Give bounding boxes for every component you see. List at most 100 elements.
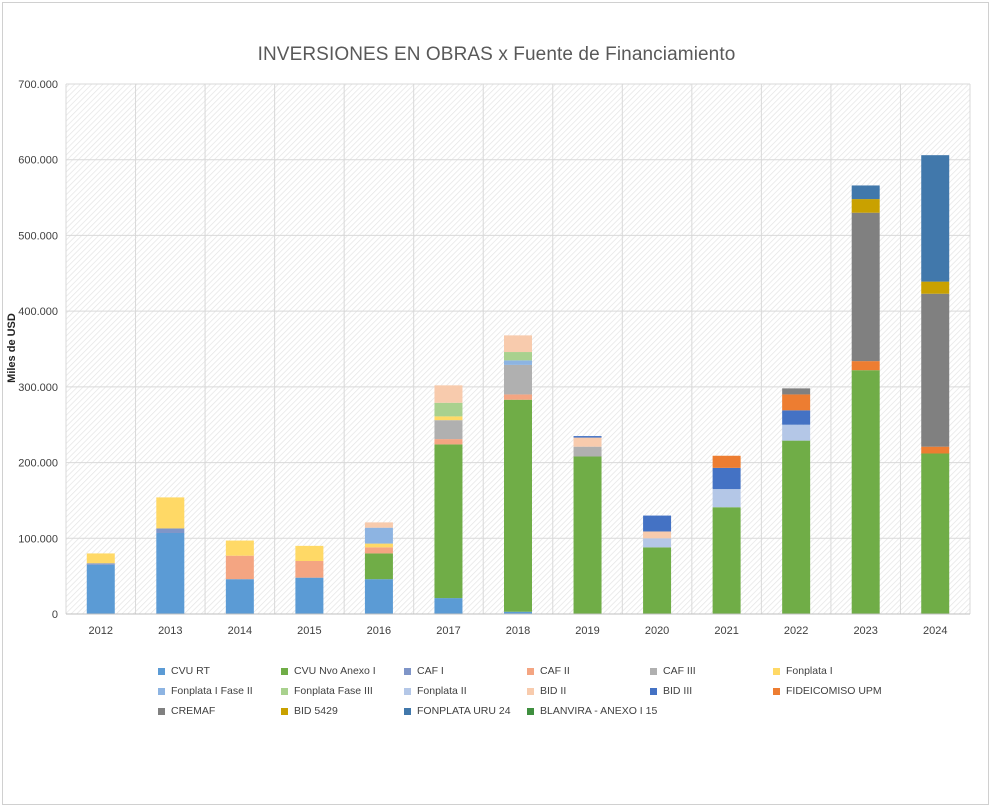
x-tick-label: 2014 bbox=[228, 625, 252, 637]
y-tick-label: 200.000 bbox=[18, 458, 58, 470]
legend-item: CAF II bbox=[527, 664, 650, 678]
bar-segment bbox=[504, 399, 532, 612]
bars bbox=[86, 155, 950, 614]
bar-segment bbox=[225, 579, 254, 614]
legend-label: FONPLATA URU 24 bbox=[417, 705, 511, 717]
x-tick-label: 2018 bbox=[506, 625, 530, 637]
bar-segment bbox=[295, 577, 324, 614]
bar-segment bbox=[504, 611, 532, 614]
x-tick-label: 2019 bbox=[575, 625, 599, 637]
bar-segment bbox=[434, 416, 463, 421]
bar-segment bbox=[643, 547, 672, 614]
legend-item: CREMAF bbox=[158, 704, 281, 718]
legend-swatch bbox=[650, 687, 657, 695]
legend-label: CAF I bbox=[417, 665, 444, 677]
bar-segment bbox=[364, 579, 393, 614]
bar-segment bbox=[364, 553, 393, 580]
bar-segment bbox=[921, 446, 950, 454]
legend-item: Fonplata I Fase II bbox=[158, 684, 281, 698]
bar-segment bbox=[712, 489, 741, 508]
x-tick-label: 2022 bbox=[784, 625, 808, 637]
bar-segment bbox=[782, 440, 811, 614]
bar-segment bbox=[851, 212, 880, 362]
legend-label: CREMAF bbox=[171, 705, 216, 717]
legend-label: BID III bbox=[663, 685, 693, 697]
legend-label: FIDEICOMISO UPM bbox=[786, 685, 882, 697]
legend-label: BLANVIRA - ANEXO I 15 bbox=[540, 705, 658, 717]
bar-segment bbox=[921, 453, 950, 614]
legend-item: Fonplata II bbox=[404, 684, 527, 698]
legend-label: CVU RT bbox=[171, 665, 210, 677]
bar-segment bbox=[712, 455, 741, 468]
bar-segment bbox=[712, 507, 741, 614]
legend-item: Fonplata I bbox=[773, 664, 896, 678]
y-tick-label: 700.000 bbox=[18, 79, 58, 91]
x-tick-label: 2017 bbox=[436, 625, 460, 637]
x-tick-label: 2016 bbox=[367, 625, 391, 637]
legend-item: FIDEICOMISO UPM bbox=[773, 684, 896, 698]
bar-segment bbox=[156, 532, 185, 614]
y-tick-label: 500.000 bbox=[18, 230, 58, 242]
bar-segment bbox=[504, 394, 532, 400]
legend-label: BID II bbox=[540, 685, 567, 697]
bar-segment bbox=[364, 527, 393, 544]
bar-segment bbox=[295, 545, 324, 561]
legend-swatch bbox=[404, 707, 411, 715]
legend-swatch bbox=[527, 687, 534, 695]
bar-segment bbox=[504, 335, 532, 353]
legend-swatch bbox=[158, 707, 165, 715]
legend-label: BID 5429 bbox=[294, 705, 338, 717]
bar-segment bbox=[643, 515, 672, 532]
legend-item: CAF I bbox=[404, 664, 527, 678]
legend-item: BID III bbox=[650, 684, 773, 698]
x-tick-label: 2015 bbox=[297, 625, 321, 637]
bar-segment bbox=[573, 436, 602, 438]
y-tick-label: 300.000 bbox=[18, 382, 58, 394]
legend-swatch bbox=[281, 667, 288, 675]
bar-segment bbox=[782, 410, 811, 425]
x-tick-label: 2012 bbox=[89, 625, 113, 637]
legend-item: CVU RT bbox=[158, 664, 281, 678]
legend-item: Fonplata Fase III bbox=[281, 684, 404, 698]
bar-segment bbox=[156, 497, 185, 529]
bar-segment bbox=[364, 547, 393, 554]
bar-segment bbox=[434, 598, 463, 614]
bar-segment bbox=[504, 352, 532, 361]
bar-segment bbox=[364, 522, 393, 528]
x-tick-label: 2023 bbox=[853, 625, 877, 637]
y-tick-label: 400.000 bbox=[18, 306, 58, 318]
legend-swatch bbox=[650, 667, 657, 675]
x-tick-label: 2021 bbox=[714, 625, 738, 637]
chart-title: INVERSIONES EN OBRAS x Fuente de Financi… bbox=[257, 44, 736, 65]
legend-label: Fonplata I Fase II bbox=[171, 685, 253, 697]
bar-segment bbox=[782, 388, 811, 395]
legend-item: CAF III bbox=[650, 664, 773, 678]
legend-label: CAF III bbox=[663, 665, 696, 677]
legend-label: Fonplata Fase III bbox=[294, 685, 373, 697]
legend-swatch bbox=[527, 667, 534, 675]
bar-segment bbox=[921, 281, 950, 294]
legend-label: CVU Nvo Anexo I bbox=[294, 665, 376, 677]
bar-segment bbox=[434, 402, 463, 417]
legend-swatch bbox=[281, 687, 288, 695]
bar-segment bbox=[434, 444, 463, 599]
bar-segment bbox=[434, 420, 463, 440]
bar-segment bbox=[156, 528, 185, 533]
legend-item: CVU Nvo Anexo I bbox=[281, 664, 404, 678]
bar-segment bbox=[712, 467, 741, 490]
bar-segment bbox=[643, 531, 672, 539]
bar-segment bbox=[434, 385, 463, 403]
bar-segment bbox=[504, 364, 532, 395]
x-tick-label: 2020 bbox=[645, 625, 669, 637]
legend-label: Fonplata I bbox=[786, 665, 833, 677]
bar-segment bbox=[921, 293, 950, 447]
bar-segment bbox=[434, 439, 463, 445]
bar-segment bbox=[573, 437, 602, 447]
bar-segment bbox=[225, 555, 254, 580]
legend: CVU RT CVU Nvo Anexo I CAF I CAF II CAF III F… bbox=[158, 664, 918, 718]
bar-segment bbox=[86, 553, 115, 564]
bar-segment bbox=[86, 563, 115, 565]
bar-segment bbox=[643, 538, 672, 548]
bar-segment bbox=[504, 360, 532, 365]
legend-swatch bbox=[404, 667, 411, 675]
